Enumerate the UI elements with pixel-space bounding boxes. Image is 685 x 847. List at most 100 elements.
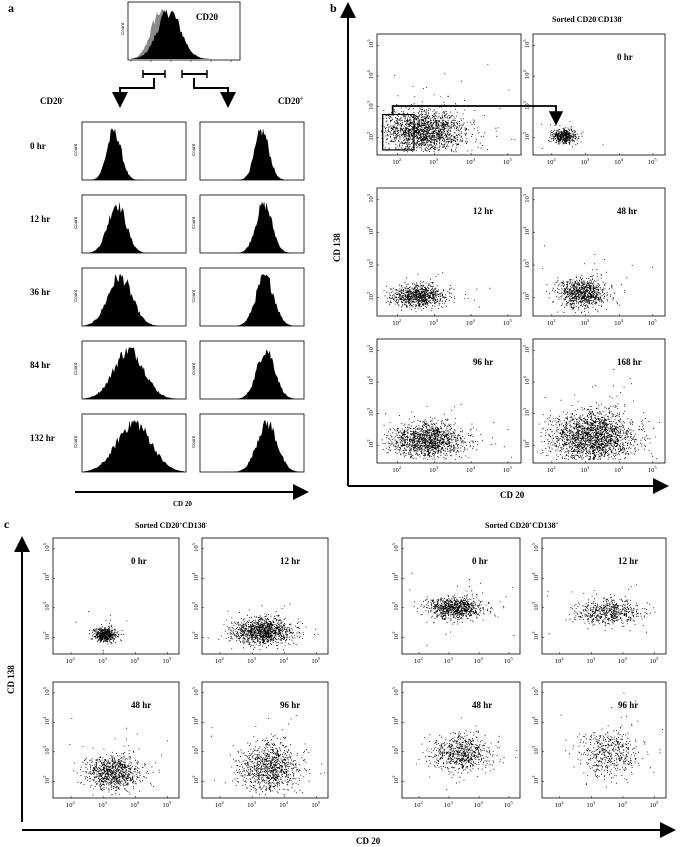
x-tick-label: 102: [547, 157, 556, 166]
x-tick-label: 102: [66, 800, 75, 809]
top-histogram-pos: [130, 9, 237, 62]
time-label: 12 hr: [618, 556, 638, 566]
gate-markers: [112, 70, 236, 108]
time-label: 12 hr: [473, 206, 493, 216]
scatter-points: [542, 245, 653, 314]
x-tick-label: 103: [429, 157, 439, 166]
time-label: 12 hr: [280, 556, 300, 566]
time-label: 12 hr: [30, 214, 50, 224]
x-tick-label: 103: [586, 656, 596, 665]
x-tick-label: 103: [429, 318, 439, 327]
scatter-plot: 102 102 103 103 104 104 105 105 48 hr: [391, 681, 521, 809]
x-tick-label: 103: [444, 656, 454, 665]
y-tick-label: 105: [42, 686, 51, 696]
y-tick-label: 105: [191, 542, 200, 552]
x-tick-label: 104: [466, 465, 476, 474]
x-tick-label: 102: [215, 656, 224, 665]
plot-frame: [541, 681, 667, 799]
scatter-plot: 102 102 103 103 104 104 105 105 168 hr: [522, 338, 666, 474]
y-tick-label: 103: [522, 407, 531, 417]
x-tick-label: 104: [474, 800, 484, 809]
panel-c-letter: c: [4, 517, 10, 531]
hist-pos-area: [202, 274, 302, 326]
time-label: 36 hr: [30, 287, 50, 297]
hist-pos-area: [202, 349, 302, 399]
time-label: 48 hr: [617, 206, 637, 216]
x-tick-label: 103: [98, 800, 108, 809]
histogram-rows: 0 hr Count Count 12 hr Count Count 36 hr Count C…: [30, 121, 305, 473]
cd20-pos-label: CD20+: [278, 96, 304, 106]
histogram-row: 132 hr Count Count: [30, 413, 305, 473]
scatter-points: [547, 584, 656, 635]
plot-frame: [401, 681, 521, 799]
time-label: 96 hr: [473, 357, 493, 367]
count-label: Count: [191, 216, 196, 229]
x-tick-label: 105: [648, 157, 658, 166]
histogram-row: 84 hr Count Count: [30, 340, 305, 400]
scatter-points: [75, 611, 128, 652]
hist-neg-area: [84, 128, 184, 180]
hist-neg-area: [84, 201, 184, 253]
scatter-points: [541, 120, 604, 149]
scatter-plot: 102 102 103 103 104 104 105 105 0 hr: [522, 33, 666, 166]
x-tick-label: 104: [130, 800, 140, 809]
x-tick-label: 102: [66, 656, 75, 665]
panel-c-plots: 102 102 103 103 104 104 105 105 0 hr 102 102 103 103…: [42, 537, 667, 809]
y-tick-label: 103: [391, 601, 400, 611]
cd20-neg-label: CD20-: [40, 96, 64, 106]
count-label: Count: [191, 143, 196, 156]
scatter-plot: 102 102 103 103 104 104 105 105 48 hr: [522, 187, 666, 327]
x-tick-label: 102: [414, 800, 423, 809]
x-tick-label: 105: [162, 800, 172, 809]
plot-frame: [401, 537, 521, 655]
y-tick-label: 103: [531, 745, 540, 755]
scatter-points: [207, 603, 319, 651]
scatter-plot: 102 102 103 103 104 104 105 105 12 hr: [366, 187, 522, 327]
x-tick-label: 105: [650, 800, 660, 809]
y-tick-label: 102: [42, 632, 51, 641]
time-label: 0 hr: [131, 556, 147, 566]
histogram-row: 0 hr Count Count: [30, 121, 305, 181]
top-histogram-count-label: Count: [120, 22, 125, 35]
hist-neg-frame: [81, 194, 187, 254]
count-label: Count: [73, 362, 78, 375]
x-tick-label: 103: [586, 800, 596, 809]
hist-neg-area: [84, 274, 184, 326]
y-tick-label: 103: [42, 601, 51, 611]
histogram-row: 12 hr Count Count: [30, 194, 305, 254]
y-tick-label: 102: [366, 132, 375, 141]
panel-c-left-title: Sorted CD20+CD138-: [135, 521, 208, 530]
y-tick-label: 105: [191, 686, 200, 696]
x-tick-label: 102: [555, 656, 564, 665]
count-label: Count: [73, 216, 78, 229]
y-tick-label: 102: [522, 292, 531, 301]
y-tick-label: 102: [391, 632, 400, 641]
y-tick-label: 103: [191, 601, 200, 611]
time-label: 48 hr: [472, 700, 492, 710]
scatter-points: [381, 63, 516, 153]
hist-neg-area: [84, 420, 184, 472]
scatter-plot: 102 102 103 103 104 104 105 105 12 hr: [531, 537, 667, 665]
panel-c: c Sorted CD20+CD138- Sorted CD20+CD138+ …: [4, 517, 676, 846]
x-tick-label: 105: [648, 318, 658, 327]
x-tick-label: 105: [503, 318, 513, 327]
y-tick-label: 103: [366, 100, 375, 110]
scatter-points: [536, 369, 660, 461]
y-tick-label: 103: [522, 100, 531, 110]
x-tick-label: 103: [247, 656, 257, 665]
x-tick-label: 103: [247, 800, 257, 809]
scatter-plot: 102 102 103 103 104 104 105 105 0 hr: [42, 537, 180, 665]
time-label: 0 hr: [30, 141, 46, 151]
y-tick-label: 103: [191, 745, 200, 755]
scatter-plot: 102 102 103 103 104 104 105 105 96 hr: [191, 681, 329, 809]
time-label: 48 hr: [131, 700, 151, 710]
y-tick-label: 105: [522, 193, 531, 203]
count-label: Count: [73, 289, 78, 302]
x-tick-label: 105: [311, 656, 321, 665]
x-tick-label: 104: [614, 465, 624, 474]
time-label: 84 hr: [30, 360, 50, 370]
scatter-plot: 102 102 103 103 104 104 105 105 0 hr: [391, 537, 521, 665]
panel-c-right-title: Sorted CD20+CD138+: [485, 521, 559, 530]
x-tick-label: 102: [392, 318, 401, 327]
